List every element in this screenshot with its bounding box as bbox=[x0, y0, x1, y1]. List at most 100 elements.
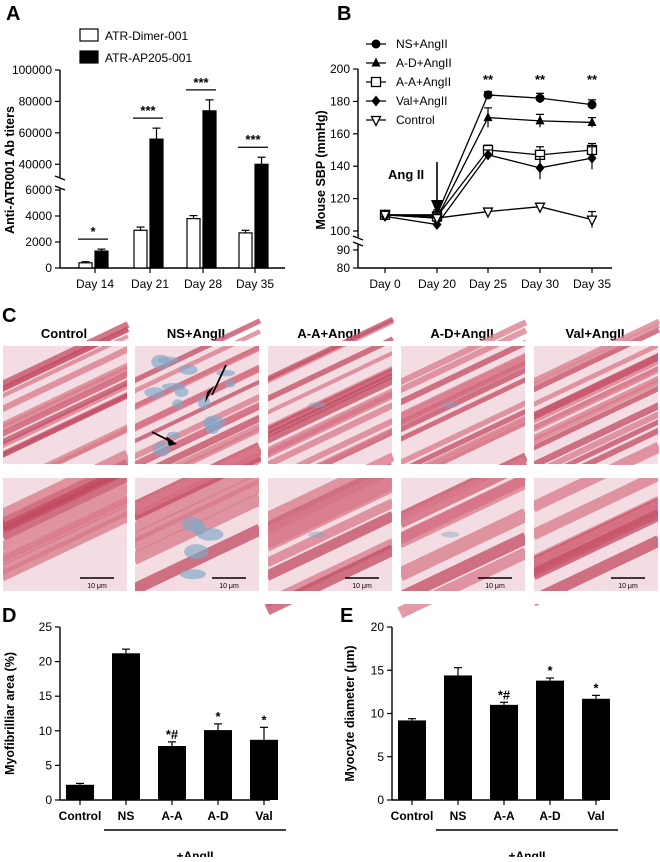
panel-label-b: B bbox=[337, 3, 351, 25]
panel-c-muscle-fiber bbox=[398, 339, 528, 406]
panelD-x-tick-label: Val bbox=[255, 809, 272, 823]
panel-b-axis-break-mark bbox=[352, 235, 364, 241]
panel-b-significance-label: ** bbox=[483, 72, 494, 87]
panel-a-y-tick-label: 0 bbox=[45, 261, 52, 275]
panel-a-x-tick-label: Day 14 bbox=[76, 277, 114, 291]
panel-a-significance-label: *** bbox=[193, 75, 209, 90]
panel-b-significance-label: ** bbox=[535, 72, 546, 87]
panel-b-blood-pressure-chart: 80 90 100 120 140 160 180 200 Mouse SBP (mmHg) Da… bbox=[314, 37, 612, 291]
panel-a-x-tick-label: Day 21 bbox=[131, 277, 169, 291]
panel-c-muscle-fiber bbox=[531, 327, 660, 393]
panel-b-marker bbox=[587, 100, 597, 110]
panelE-y-tick-label: 5 bbox=[377, 750, 384, 764]
panel-c-muscle-fiber bbox=[131, 524, 263, 595]
panel-b-marker bbox=[483, 149, 493, 161]
panelD-bar bbox=[158, 746, 186, 800]
panel-a-axis-break-mark bbox=[54, 175, 66, 181]
panelE-x-tick-label: Control bbox=[391, 809, 434, 823]
panel-b-y-tick-label: 100 bbox=[330, 224, 350, 238]
panel-a-legend-swatch bbox=[79, 28, 99, 42]
panel-c-scale-bar-label: 10 μm bbox=[219, 583, 239, 590]
panel-a-legend-label: ATR-Dimer-001 bbox=[105, 29, 188, 43]
panel-b-x-tick-label: Day 20 bbox=[418, 277, 456, 291]
panel-b-significance-label: ** bbox=[587, 72, 598, 87]
panel-c-scale-bar-label: 10 μm bbox=[618, 583, 638, 590]
panel-a-bar-dimer bbox=[186, 218, 201, 269]
panel-c-muscle-fiber bbox=[531, 499, 660, 568]
panel-c-muscle-fiber bbox=[132, 402, 262, 468]
panel-c-muscle-fiber bbox=[132, 366, 262, 432]
panel-c-fibrosis-region bbox=[167, 431, 181, 438]
panel-b-y-tick-label: 180 bbox=[330, 94, 350, 108]
panel-c-muscle-fiber bbox=[530, 469, 660, 540]
panel-c-muscle-fiber bbox=[398, 319, 528, 386]
panel-c-column-label: A-D+AngII bbox=[430, 326, 493, 341]
panel-b-legend-marker bbox=[371, 95, 381, 107]
panel-b-legend-label: NS+AngII bbox=[396, 37, 448, 51]
panel-a-y-tick-label: 60000 bbox=[19, 126, 53, 140]
panel-c-muscle-fiber bbox=[532, 366, 660, 430]
panel-c-fibrosis-region bbox=[308, 402, 326, 408]
panel-c-muscle-fiber bbox=[266, 394, 394, 459]
panel-c-muscle-fiber bbox=[131, 445, 263, 516]
panel-b-angii-arrowhead bbox=[431, 200, 443, 214]
panel-c-muscle-fiber bbox=[264, 481, 396, 552]
panel-b-y-tick-label: 80 bbox=[337, 261, 351, 275]
panel-c-histology-images: Control 10 μm NS+AngII 10 μm A-A+AngII 10 μm A… bbox=[0, 316, 660, 619]
panelD-x-tick-label: Control bbox=[59, 809, 102, 823]
panel-label-d: D bbox=[2, 605, 16, 627]
panel-c-muscle-fiber bbox=[530, 535, 660, 606]
panel-a-bar-ap205 bbox=[149, 138, 164, 269]
panel-c-muscle-fiber bbox=[131, 463, 263, 533]
panel-a-significance-label: *** bbox=[245, 132, 261, 147]
panel-a-y-tick-label: 4000 bbox=[25, 209, 52, 223]
panelE-significance-label: * bbox=[547, 663, 553, 678]
panel-b-marker bbox=[586, 215, 598, 227]
panelD-y-tick-label: 15 bbox=[39, 689, 53, 703]
panel-c-muscle-fiber bbox=[264, 511, 396, 581]
panel-c-muscle-fiber bbox=[266, 350, 394, 415]
panel-c-muscle-fiber bbox=[397, 508, 529, 581]
panel-c-muscle-fiber bbox=[531, 342, 660, 407]
panel-c-fibrosis-region bbox=[161, 382, 186, 391]
panel-c-muscle-fiber bbox=[1, 334, 129, 399]
panel-c-muscle-fiber bbox=[532, 323, 660, 388]
panel-c-column-label: Val+AngII bbox=[566, 326, 625, 341]
panel-c-fibrosis-region bbox=[308, 531, 326, 538]
panelE-bar bbox=[398, 720, 426, 800]
panelE-y-tick-label: 0 bbox=[377, 793, 384, 807]
panel-b-y-axis-label: Mouse SBP (mmHg) bbox=[314, 110, 328, 229]
panel-c-fibrosis-region bbox=[184, 544, 209, 560]
panelD-group-label: +AngII bbox=[176, 849, 213, 857]
panel-c-muscle-fiber bbox=[531, 353, 660, 420]
panel-c-muscle-fiber bbox=[131, 479, 263, 552]
panelE-y-tick-label: 10 bbox=[371, 707, 385, 721]
panel-c-fibrosis-region bbox=[203, 415, 226, 431]
panel-c-muscle-fiber bbox=[531, 385, 660, 451]
panel-b-marker bbox=[483, 112, 493, 122]
panel-b-y-tick-label: 140 bbox=[330, 159, 350, 173]
panel-c-fibrosis-region bbox=[197, 528, 224, 541]
panelD-y-tick-label: 20 bbox=[39, 655, 53, 669]
panel-c-muscle-fiber bbox=[0, 346, 130, 412]
panel-a-bar-dimer bbox=[133, 229, 148, 269]
panelE-bar bbox=[490, 704, 518, 800]
panel-b-x-tick-label: Day 35 bbox=[573, 277, 611, 291]
panel-b-y-tick-label: 120 bbox=[330, 192, 350, 206]
panel-c-fibrosis-region bbox=[172, 399, 184, 409]
panel-c-fibrosis-region bbox=[197, 395, 211, 410]
panel-b-legend-label: A-D+AngII bbox=[396, 56, 452, 70]
panelE-y-tick-label: 15 bbox=[371, 663, 385, 677]
panelE-y-axis-label: Myocyte diameter (μm) bbox=[343, 645, 357, 781]
panelE-significance-label: *# bbox=[498, 687, 511, 702]
panel-label-a: A bbox=[6, 3, 20, 25]
panel-c-fibrosis-region bbox=[441, 531, 459, 538]
panel-c-muscle-fiber bbox=[132, 318, 262, 384]
panelD-significance-label: * bbox=[261, 712, 267, 727]
panel-c-muscle-fiber bbox=[264, 468, 396, 540]
panel-a-bar-ap205 bbox=[202, 110, 217, 269]
panel-a-significance-label: *** bbox=[140, 103, 156, 118]
panel-c-muscle-fiber bbox=[0, 379, 130, 445]
panelD-y-tick-label: 10 bbox=[39, 724, 53, 738]
panelD-bar bbox=[66, 784, 94, 800]
